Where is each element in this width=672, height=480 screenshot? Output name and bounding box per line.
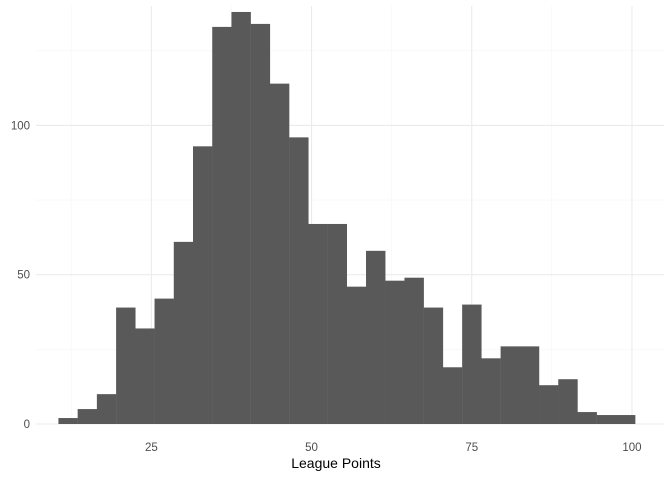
histogram-bar <box>500 346 521 424</box>
histogram-bar <box>77 409 98 424</box>
histogram-bar <box>231 11 251 424</box>
histogram-bar <box>346 286 367 424</box>
histogram-bar <box>442 367 463 424</box>
histogram-bar <box>269 83 290 424</box>
histogram-bar <box>519 346 540 424</box>
histogram-bars <box>58 11 636 425</box>
x-tick-label: 50 <box>305 442 318 454</box>
histogram-bar <box>404 277 424 424</box>
histogram-bar <box>539 385 559 424</box>
histogram-bar <box>212 26 232 425</box>
histogram-bar <box>193 146 213 425</box>
histogram-bar <box>96 394 117 424</box>
x-tick-label: 25 <box>145 442 158 454</box>
histogram-bar <box>308 223 328 424</box>
x-axis-tick-labels: 25 50 75 100 <box>145 442 642 454</box>
histogram-bar <box>289 137 309 424</box>
histogram-bar <box>558 379 578 424</box>
histogram-bar <box>423 307 444 424</box>
histogram-bar <box>116 307 136 424</box>
x-tick-label: 100 <box>622 442 641 454</box>
y-tick-label: 50 <box>17 270 30 282</box>
histogram-bar <box>385 280 405 424</box>
histogram-bar <box>596 415 617 424</box>
y-axis-tick-labels: 0 50 100 <box>11 120 30 431</box>
histogram-bar <box>173 241 194 424</box>
histogram-bar <box>462 304 482 424</box>
histogram-bar <box>615 415 636 424</box>
histogram-bar <box>250 23 271 425</box>
histogram-bar <box>577 412 597 424</box>
y-tick-label: 0 <box>24 419 30 431</box>
histogram-bar <box>154 298 174 424</box>
x-axis-title: League Points <box>291 455 381 471</box>
histogram-bar <box>481 358 501 424</box>
x-tick-label: 75 <box>465 442 478 454</box>
histogram-bar <box>135 328 155 424</box>
y-tick-label: 100 <box>11 120 30 132</box>
histogram-bar <box>366 250 386 424</box>
histogram-bar <box>327 223 347 424</box>
histogram-bar <box>58 418 78 424</box>
